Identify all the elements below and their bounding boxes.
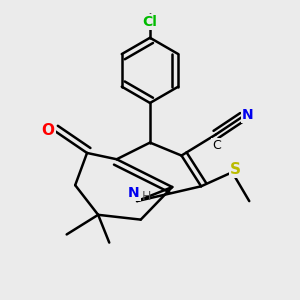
Text: H: H (141, 190, 151, 202)
Text: S: S (230, 162, 241, 177)
Text: N: N (242, 108, 254, 122)
Text: N: N (128, 186, 140, 200)
Text: Cl: Cl (142, 15, 158, 29)
Text: C: C (212, 139, 221, 152)
Text: O: O (41, 123, 54, 138)
